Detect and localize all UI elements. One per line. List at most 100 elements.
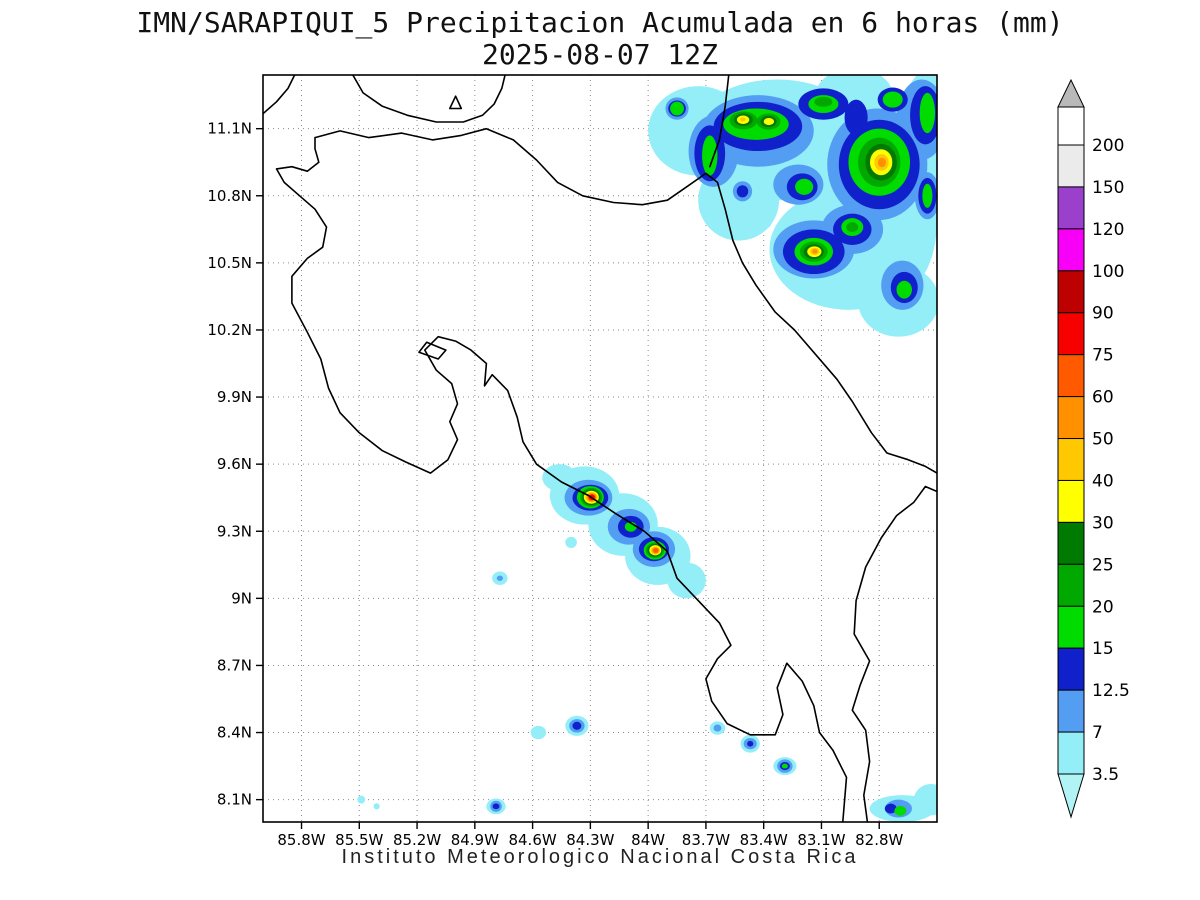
colorbar-label: 50 [1092,430,1114,450]
colorbar-segment [1057,689,1085,733]
precip-cell [884,803,897,814]
colorbar-label: 12.5 [1092,681,1130,701]
precip-cell [844,99,868,136]
colorbar-label: 60 [1092,388,1114,408]
colorbar-segment [1057,647,1085,691]
precip-cell [530,725,547,740]
colorbar-segment [1057,106,1085,146]
x-tick-label: 83.7W [682,831,730,849]
colorbar-label: 15 [1092,639,1114,659]
chart-title: IMN/SARAPIQUI_5 Precipitacion Acumulada … [136,6,1064,39]
coastline-lake-nicaragua-shore [351,75,506,123]
x-tick-label: 83.4W [740,831,788,849]
precip-cell [747,740,754,747]
coastline-nicaragua-pacific-coast [263,75,296,115]
y-tick-label: 9.6N [217,455,252,473]
colorbar-segment [1057,605,1085,649]
precip-cell [357,795,366,804]
precip-cell [667,562,706,599]
colorbar-label: 120 [1092,220,1124,240]
precip-cell [896,280,912,299]
footer-institution: Instituto Meteorologico Nacional Costa R… [341,846,859,868]
precip-cell [492,803,500,810]
x-tick-label: 82.8W [855,831,903,849]
colorbar-segment [1057,144,1085,188]
colorbar-segment [1057,731,1085,775]
x-tick-label: 84.9W [451,831,499,849]
coastline-costa-rica-outline [275,127,937,822]
precip-cell [565,536,577,549]
colorbar-bottom-arrow [1057,773,1085,819]
colorbar-label: 75 [1092,346,1114,366]
colorbar-label: 200 [1092,136,1124,156]
colorbar-label: 40 [1092,471,1114,491]
chart-subtitle-datetime: 2025-08-07 12Z [481,38,718,71]
colorbar-segment [1057,396,1085,440]
colorbar-segment [1057,312,1085,356]
colorbar-segment [1057,228,1085,272]
precip-cell [542,464,577,491]
precip-cell [702,135,718,176]
y-tick-label: 11.1N [207,120,252,138]
y-tick-label: 9N [231,589,252,607]
precip-cell [812,249,818,254]
precip-cell [496,575,503,581]
colorbar-segment [1057,186,1085,230]
colorbar-segment [1057,438,1085,481]
precip-cell [713,724,722,732]
precip-cell [919,92,936,134]
precip-cell [670,101,684,116]
y-tick-label: 10.2N [207,321,252,339]
colorbar-label: 20 [1092,597,1114,617]
y-tick-label: 10.5N [207,254,252,272]
colorbar-label: 7 [1092,723,1103,743]
colorbar-label: 150 [1092,178,1124,198]
precip-cell [572,721,582,730]
precip-cell [913,783,937,816]
precip-cell [739,117,746,122]
x-tick-label: 84W [631,831,665,849]
colorbar-top-arrow [1057,78,1085,108]
map-frame [262,74,938,823]
precip-cell [653,548,659,553]
x-tick-label: 85.2W [393,831,441,849]
precip-cell [763,117,775,126]
x-tick-label: 85.5W [335,831,383,849]
precip-cell [373,803,380,810]
colorbar-segment [1057,354,1085,398]
x-tick-label: 83.1W [797,831,845,849]
precip-cell [846,222,859,233]
x-tick-label: 84.3W [566,831,614,849]
coastline-nicaragua-caribbean-coast [709,75,730,168]
x-tick-label: 84.6W [508,831,556,849]
colorbar-segment [1057,270,1085,314]
precip-cell [814,96,833,107]
precip-cell [781,763,788,769]
precip-cell [894,805,907,816]
y-tick-label: 8.1N [217,791,252,809]
colorbar-label: 25 [1092,555,1114,575]
precip-cell [877,157,886,168]
precip-cell [736,185,749,198]
precip-cell [882,91,903,108]
colorbar-segment [1057,563,1085,607]
colorbar-segment [1057,521,1085,565]
coastline-isla-chira [418,341,447,360]
y-tick-label: 8.4N [217,724,252,742]
colorbar-label: 3.5 [1092,765,1119,785]
precip-cell [795,178,814,195]
colorbar-label: 90 [1092,304,1114,324]
colorbar-segment [1057,479,1085,523]
colorbar-label: 100 [1092,262,1124,282]
y-tick-label: 9.9N [217,388,252,406]
colorbar-label: 30 [1092,513,1114,533]
precip-cell [922,183,933,208]
y-tick-label: 8.7N [217,656,252,674]
precip-cell [759,217,772,229]
y-tick-label: 9.3N [217,522,252,540]
x-tick-label: 85.8W [277,831,325,849]
y-tick-label: 10.8N [207,187,252,205]
coastline-lake-island [449,95,463,110]
